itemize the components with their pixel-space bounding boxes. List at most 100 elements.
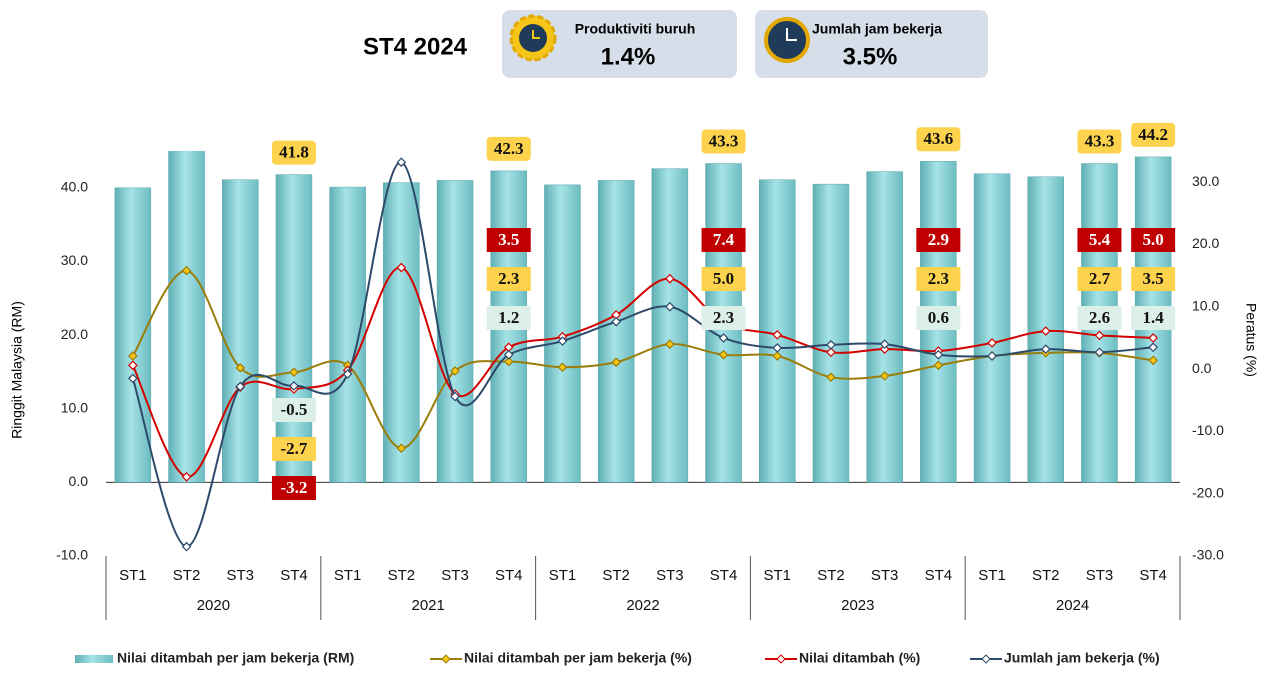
marker	[503, 349, 514, 360]
value-label-box	[271, 398, 316, 422]
y-tick-label: 0.0	[69, 473, 89, 489]
x-tick-label: ST3	[226, 567, 254, 584]
line	[131, 161, 1154, 548]
value-label-box	[486, 228, 531, 252]
y-tick-label: -10.0	[56, 547, 88, 563]
bar-label-box	[1131, 122, 1176, 147]
group-label: 2022	[626, 597, 659, 614]
x-tick-label: ST1	[119, 567, 147, 584]
marker	[396, 443, 407, 454]
y-tick-label: 30.0	[61, 252, 88, 268]
value-label: 2.3	[498, 269, 519, 288]
value-label: 7.4	[713, 230, 735, 249]
x-tick-label: ST2	[1032, 567, 1060, 584]
marker	[987, 351, 997, 361]
value-label-box	[271, 437, 316, 461]
y2-tick-label: 0.0	[1192, 360, 1212, 376]
value-label-box	[1131, 306, 1176, 330]
marker	[772, 343, 783, 353]
marker	[1040, 326, 1051, 336]
value-label-box	[1077, 267, 1122, 291]
x-tick-label: ST4	[1139, 567, 1167, 584]
card-value: 3.5%	[843, 43, 898, 70]
marker	[718, 333, 729, 343]
x-tick-label: ST4	[710, 567, 738, 584]
marker	[396, 157, 407, 168]
bar	[597, 180, 635, 483]
value-label-box	[486, 306, 531, 330]
y2-tick-label: 20.0	[1192, 235, 1219, 251]
value-label: 2.6	[1089, 308, 1110, 327]
y2-axis-label: Peratus (%)	[1243, 303, 1259, 377]
x-tick-label: ST2	[817, 567, 845, 584]
bar-label-box	[486, 136, 531, 161]
value-label: 5.0	[713, 269, 734, 288]
bar	[436, 180, 474, 483]
bar	[866, 171, 903, 483]
marker	[665, 273, 675, 284]
marker	[128, 360, 138, 371]
y-tick-label: 40.0	[61, 179, 88, 195]
marker	[1148, 342, 1158, 353]
value-label-box	[701, 306, 746, 330]
bar-label: 41.8	[279, 142, 309, 161]
bar	[973, 173, 1011, 483]
bars	[114, 151, 1172, 483]
header-title: ST4 2024	[363, 33, 468, 60]
value-label: 5.4	[1089, 230, 1111, 249]
x-tick-label: ST2	[173, 567, 201, 584]
marker	[503, 356, 514, 367]
x-tick-label: ST3	[441, 567, 469, 584]
marker	[181, 541, 192, 552]
y-axis-label: Ringgit Malaysia (RM)	[9, 301, 25, 439]
value-label: 3.5	[1143, 269, 1164, 288]
card-label: Produktiviti buruh	[575, 21, 696, 37]
line	[131, 266, 1154, 478]
marker	[611, 357, 621, 368]
y-tick-label: 20.0	[61, 326, 88, 342]
bar	[812, 183, 850, 483]
value-label: -0.5	[280, 400, 307, 419]
bar	[114, 187, 152, 483]
value-label: -3.2	[280, 478, 307, 497]
clock-icon	[764, 17, 810, 63]
x-tick-label: ST4	[495, 567, 523, 584]
legend-marker	[441, 654, 451, 664]
marker	[128, 351, 138, 361]
marker	[128, 373, 138, 384]
bar	[383, 182, 420, 483]
marker	[289, 381, 299, 391]
bar	[275, 174, 313, 483]
value-label-box	[701, 267, 746, 291]
x-tick-label: ST2	[388, 567, 416, 584]
card-label: Jumlah jam bekerja	[812, 21, 942, 37]
value-label-box	[1131, 228, 1176, 252]
marker	[557, 362, 568, 373]
value-label-box	[486, 267, 531, 291]
marker	[987, 338, 997, 348]
marker	[772, 329, 783, 340]
value-label-box	[701, 228, 746, 252]
gear-icon	[509, 14, 557, 62]
marker	[1094, 330, 1105, 341]
marker	[718, 349, 729, 360]
x-tick-label: ST1	[978, 567, 1006, 584]
value-label: 0.6	[928, 308, 949, 327]
bar-label: 43.6	[923, 129, 953, 148]
x-tick-label: ST1	[334, 567, 362, 584]
marker	[235, 362, 246, 373]
y2-tick-label: 30.0	[1192, 173, 1219, 189]
value-label-box	[916, 267, 961, 291]
legend-marker	[981, 654, 991, 664]
y-tick-label: 10.0	[61, 399, 88, 415]
bar-label: 42.3	[494, 139, 524, 158]
marker	[665, 339, 675, 350]
x-tick-label: ST2	[602, 567, 630, 584]
marker	[826, 372, 836, 383]
bar-label: 43.3	[709, 131, 739, 150]
bar-label: 44.2	[1138, 125, 1168, 144]
legend-swatch	[75, 655, 113, 663]
legend-marker	[776, 654, 786, 664]
bar-label-box	[271, 140, 316, 165]
